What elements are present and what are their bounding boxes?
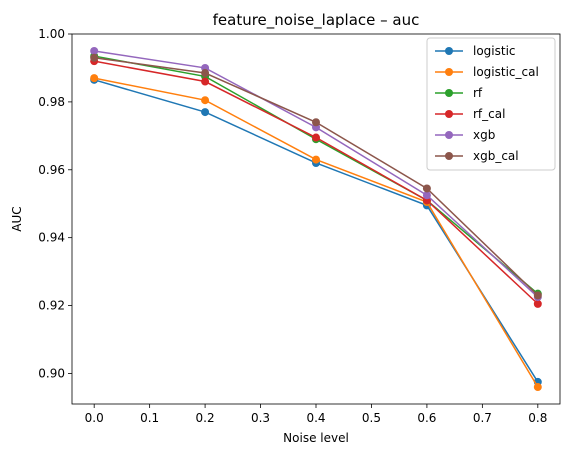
data-point <box>533 299 542 308</box>
legend-label: logistic <box>473 44 516 58</box>
data-point <box>312 155 320 164</box>
y-tick-label: 1.00 <box>38 27 65 41</box>
x-tick-label: 0.6 <box>417 411 436 425</box>
data-point <box>312 133 320 142</box>
x-tick-label: 0.7 <box>473 411 492 425</box>
data-point <box>422 184 431 193</box>
legend-item: logistic <box>435 44 516 58</box>
legend-item: xgb <box>435 128 495 142</box>
legend-label: rf <box>473 86 483 100</box>
y-axis: 0.90 0.92 0.94 0.96 0.98 1.00 <box>38 27 72 380</box>
legend-label: xgb_cal <box>473 149 519 163</box>
data-point <box>312 118 320 127</box>
legend-marker <box>445 68 453 76</box>
data-point <box>422 191 431 200</box>
series-xgb-cal <box>90 53 542 300</box>
x-axis: 0.0 0.1 0.2 0.3 0.4 0.5 0.6 0.7 0.8 <box>85 404 547 425</box>
data-point <box>533 291 542 300</box>
data-point <box>201 108 210 117</box>
x-tick-label: 0.1 <box>140 411 159 425</box>
data-point <box>90 74 99 83</box>
legend-marker <box>445 47 453 55</box>
legend-item: rf_cal <box>435 107 505 121</box>
x-tick-label: 0.8 <box>528 411 547 425</box>
x-tick-label: 0.5 <box>362 411 381 425</box>
x-tick-label: 0.3 <box>251 411 270 425</box>
x-tick-label: 0.0 <box>85 411 104 425</box>
legend-marker <box>445 110 453 118</box>
legend-label: logistic_cal <box>473 65 539 79</box>
legend-item: logistic_cal <box>435 65 539 79</box>
y-axis-label: AUC <box>10 206 24 231</box>
legend-marker <box>445 152 453 160</box>
y-tick-label: 0.92 <box>38 299 65 313</box>
x-axis-label: Noise level <box>283 431 349 445</box>
legend-label: rf_cal <box>473 107 505 121</box>
series-layer <box>90 46 542 392</box>
legend-label: xgb <box>473 128 495 142</box>
y-tick-label: 0.90 <box>38 366 65 380</box>
data-point <box>201 69 210 78</box>
data-point <box>90 46 99 55</box>
x-tick-label: 0.2 <box>196 411 215 425</box>
x-tick-label: 0.4 <box>306 411 325 425</box>
chart-title: feature_noise_laplace – auc <box>213 11 420 30</box>
y-tick-label: 0.96 <box>38 163 65 177</box>
y-tick-label: 0.94 <box>38 231 65 245</box>
legend-item: rf <box>435 86 483 100</box>
y-tick-label: 0.98 <box>38 95 65 109</box>
data-point <box>90 53 99 62</box>
legend-marker <box>445 89 453 97</box>
legend-marker <box>445 131 453 139</box>
data-point <box>201 96 210 105</box>
series-xgb <box>90 46 542 302</box>
legend-box <box>426 37 556 171</box>
data-point <box>533 383 542 392</box>
legend-item: xgb_cal <box>435 149 519 163</box>
data-point <box>201 77 210 86</box>
